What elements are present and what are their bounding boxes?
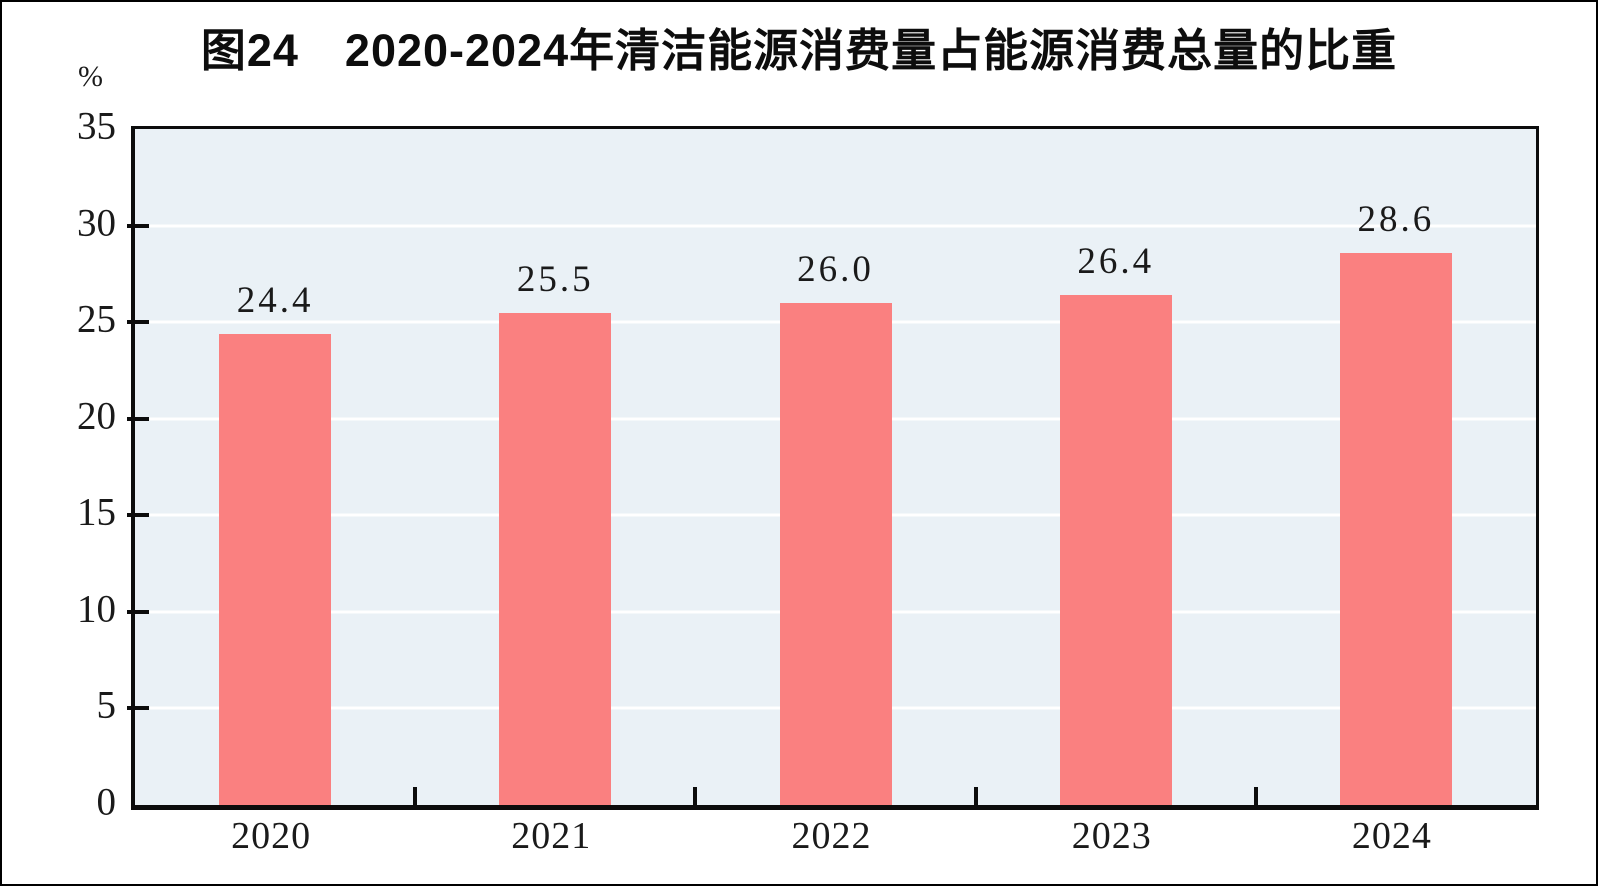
bar-value-label-2023: 26.4 xyxy=(1077,241,1155,283)
y-axis-tick-label-5: 5 xyxy=(96,683,117,727)
y-axis-tick-20 xyxy=(127,416,149,421)
y-axis-tick-label-10: 10 xyxy=(77,587,116,631)
bar-value-label-2024: 28.6 xyxy=(1357,198,1435,240)
y-axis-tick-label-35: 35 xyxy=(77,104,116,148)
x-axis-category-label-2024: 2024 xyxy=(1351,815,1432,857)
x-axis-tick-3 xyxy=(973,787,978,805)
bar-2023 xyxy=(1059,295,1172,805)
y-axis-tick-label-15: 15 xyxy=(77,490,116,534)
x-axis-category-label-2020: 2020 xyxy=(231,815,312,857)
bar-value-label-2020: 24.4 xyxy=(236,279,314,321)
y-axis-tick-label-30: 30 xyxy=(77,201,116,245)
gridline-30 xyxy=(135,224,1536,228)
x-axis: 2020 2021 2022 2023 2024 xyxy=(131,814,1532,870)
bar-2022 xyxy=(779,302,892,805)
y-axis-tick-label-25: 25 xyxy=(77,297,116,341)
y-axis-tick-10 xyxy=(127,609,149,614)
bar-2020 xyxy=(219,333,332,805)
bar-value-label-2022: 26.0 xyxy=(797,248,874,290)
y-axis-tick-label-0: 0 xyxy=(96,780,117,824)
y-axis: 0 5 10 15 20 25 30 35 xyxy=(2,107,117,822)
x-axis-tick-2 xyxy=(693,787,698,805)
y-axis-unit-label: % xyxy=(78,60,103,93)
x-axis-category-label-2023: 2023 xyxy=(1071,815,1152,857)
y-axis-tick-30 xyxy=(127,223,149,228)
bar-2021 xyxy=(499,312,612,805)
x-axis-tick-4 xyxy=(1253,787,1258,805)
x-axis-category-label-2022: 2022 xyxy=(791,815,872,857)
y-axis-tick-label-20: 20 xyxy=(77,394,116,438)
x-axis-category-label-2021: 2021 xyxy=(511,815,592,857)
chart-title: 图24 2020-2024年清洁能源消费量占能源消费总量的比重 xyxy=(200,25,1398,76)
bar-value-label-2021: 25.5 xyxy=(516,258,594,300)
y-axis-tick-5 xyxy=(127,706,149,711)
y-axis-tick-25 xyxy=(127,320,149,325)
bar-2024 xyxy=(1339,252,1452,805)
y-axis-tick-15 xyxy=(127,513,149,518)
plot-area: 24.4 25.5 26.0 26.4 28.6 xyxy=(127,126,1539,810)
x-axis-tick-1 xyxy=(413,787,418,805)
